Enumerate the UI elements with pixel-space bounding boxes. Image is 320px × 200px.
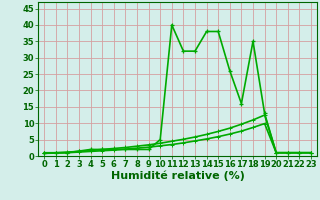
X-axis label: Humidité relative (%): Humidité relative (%) xyxy=(111,171,244,181)
